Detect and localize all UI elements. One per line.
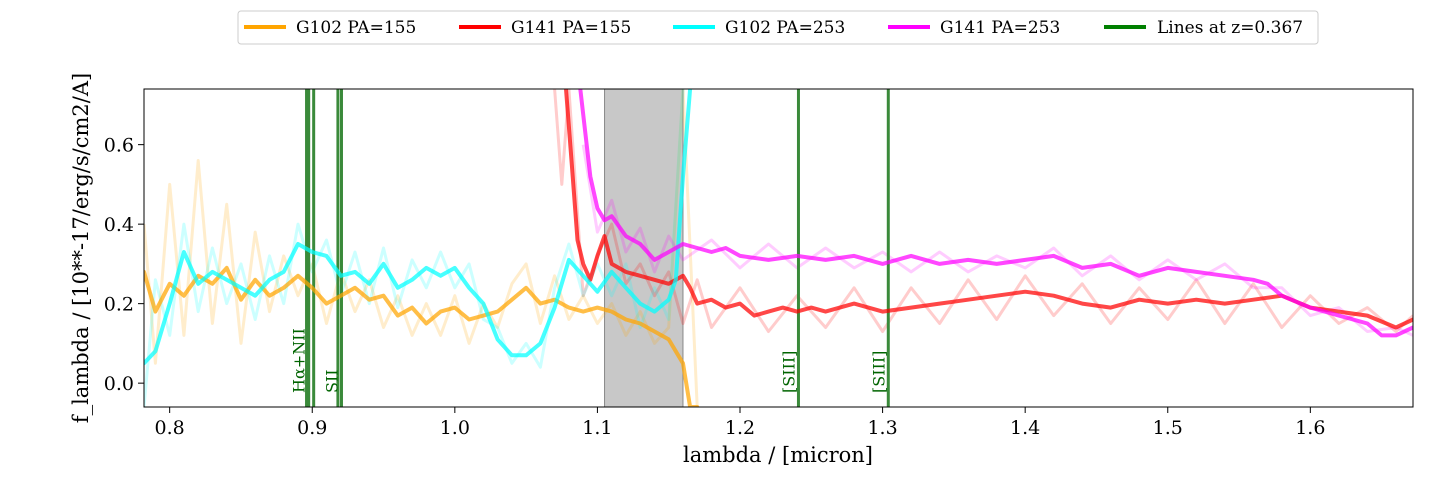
axes-frame — [143, 88, 1414, 408]
x-tick-label: 0.8 — [155, 417, 185, 439]
x-axis-label: lambda / [micron] — [683, 443, 873, 467]
legend-entry-lines: Lines at z=0.367 — [1104, 18, 1303, 38]
legend-frame — [237, 10, 1319, 45]
legend-label-g102-pa155: G102 PA=155 — [296, 18, 416, 38]
emission-line-label-5: [SIII] — [780, 351, 799, 393]
y-axis-label: f_lambda / [10**-17/erg/s/cm2/A] — [69, 73, 93, 423]
x-tick-label: 1.6 — [1295, 417, 1325, 439]
emission-line-label-6: [SIII] — [869, 351, 888, 393]
plot-area — [144, 89, 1413, 407]
legend: G102 PA=155 G141 PA=155 G102 PA=253 G141… — [237, 10, 1319, 45]
series-g102-pa-155 — [144, 265, 700, 407]
legend-label-g141-pa253: G141 PA=253 — [940, 18, 1060, 38]
x-tick-label: 1.3 — [867, 417, 897, 439]
x-tick-label: 1.4 — [1010, 417, 1040, 439]
x-tick-label: 1.5 — [1153, 417, 1183, 439]
emission-line-labels: Hα+NII SII [SIII] [SIII] — [290, 328, 889, 393]
series-g141-pa-253 — [578, 89, 1413, 338]
series-g141-pa-155 — [564, 89, 1413, 330]
series-raw-g102-pa-155-unsmoothed — [144, 89, 699, 407]
y-tick-label: 0.2 — [104, 294, 134, 316]
series-raw-g141-pa-253-unsmoothed — [581, 144, 1413, 337]
x-tick-label: 0.9 — [297, 417, 327, 439]
legend-entry-g102-pa155: G102 PA=155 — [244, 18, 416, 38]
x-tick-label: 1.2 — [725, 417, 755, 439]
y-tick-label: 0.4 — [104, 214, 134, 236]
emission-line-label-4: SII — [323, 369, 342, 393]
legend-label-g102-pa253: G102 PA=253 — [725, 18, 845, 38]
legend-entry-g141-pa155: G141 PA=155 — [459, 18, 631, 38]
axis-ticks: 0.8 0.9 1.0 1.1 1.2 1.3 1.4 1.5 1.6 0.0 0.2 0.4 0.6 — [104, 135, 1326, 439]
legend-label-lines: Lines at z=0.367 — [1157, 18, 1303, 38]
series-g102-pa-253 — [144, 89, 693, 366]
legend-entry-g102-pa253: G102 PA=253 — [673, 18, 845, 38]
y-tick-label: 0.6 — [104, 135, 134, 157]
legend-label-g141-pa155: G141 PA=155 — [511, 18, 631, 38]
x-tick-label: 1.1 — [582, 417, 612, 439]
legend-entry-g141-pa253: G141 PA=253 — [888, 18, 1060, 38]
x-tick-label: 1.0 — [440, 417, 470, 439]
y-tick-label: 0.0 — [104, 373, 134, 395]
emission-line-label-1: Hα+NII — [290, 328, 309, 393]
